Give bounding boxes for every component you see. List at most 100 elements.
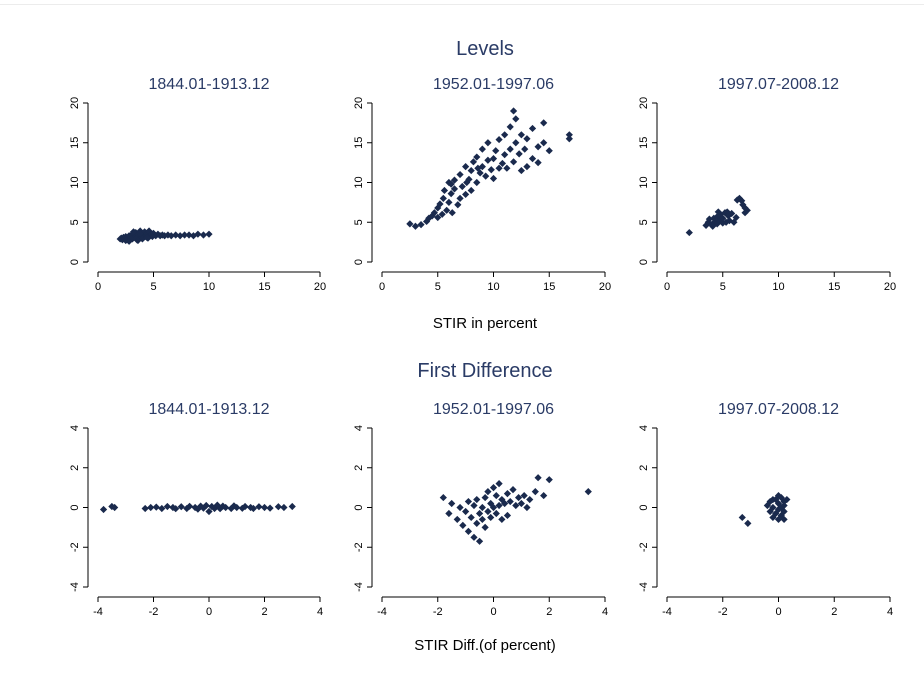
data-point — [475, 509, 484, 518]
data-point — [213, 501, 221, 509]
data-point — [456, 170, 464, 179]
data-point — [425, 214, 433, 222]
data-point — [565, 135, 573, 143]
data-point — [743, 206, 751, 214]
data-point — [459, 521, 467, 529]
data-point — [445, 509, 453, 518]
data-point — [528, 155, 537, 163]
data-point — [205, 230, 213, 238]
data-point — [417, 221, 425, 229]
y-tick-label: 5 — [353, 219, 365, 225]
data-point — [467, 186, 475, 195]
data-point — [484, 488, 492, 496]
data-point — [780, 501, 788, 510]
data-point — [503, 489, 512, 498]
data-point — [185, 502, 194, 510]
data-point — [517, 131, 525, 139]
data-point — [498, 495, 506, 504]
y-tick-label: 0 — [638, 504, 650, 510]
y-tick-label: 5 — [69, 219, 81, 225]
x-tick-label: 0 — [379, 281, 385, 293]
data-point — [503, 511, 512, 520]
y-tick-label: 4 — [638, 425, 650, 431]
data-point — [469, 158, 478, 166]
y-tick-label: 15 — [638, 137, 650, 149]
data-point — [744, 519, 752, 527]
y-tick-label: 5 — [638, 219, 650, 225]
data-point — [506, 497, 514, 506]
y-tick-label: -4 — [353, 582, 365, 592]
x-tick-label: -2 — [149, 606, 159, 618]
x-tick-label: 2 — [831, 606, 837, 618]
section-title-levels: Levels — [456, 38, 514, 60]
data-point — [495, 164, 503, 172]
data-point — [487, 499, 495, 508]
data-point — [464, 497, 473, 506]
data-point — [473, 495, 481, 504]
data-point — [176, 232, 184, 240]
panel-title: 1997.07-2008.12 — [718, 401, 839, 418]
data-point — [506, 123, 514, 131]
data-point — [515, 150, 523, 158]
data-point — [584, 488, 592, 496]
x-tick-label: 10 — [203, 281, 215, 293]
data-point — [439, 194, 447, 202]
data-point — [495, 480, 503, 488]
data-point — [685, 228, 693, 237]
data-point — [478, 503, 486, 512]
data-point — [489, 174, 498, 183]
data-point — [481, 493, 489, 502]
data-point — [523, 163, 531, 171]
y-tick-label: 20 — [638, 97, 650, 109]
data-point — [467, 166, 475, 175]
data-point — [534, 474, 542, 482]
data-point — [194, 505, 202, 513]
x-tick-label: -4 — [662, 606, 672, 618]
data-point — [423, 217, 431, 226]
data-point — [492, 509, 500, 518]
data-point — [509, 107, 518, 115]
data-point — [464, 527, 473, 535]
scatter-panel-4: 1844.01-1913.12 -4 -2 0 2 4 -4 -2 0 2 4 — [69, 401, 323, 618]
data-point — [545, 476, 553, 484]
data-point — [769, 503, 777, 512]
y-tick-label: 20 — [353, 97, 365, 109]
x-tick-label: 5 — [720, 281, 726, 293]
x-tick-label: 20 — [884, 281, 896, 293]
top-border — [0, 4, 924, 5]
data-point — [448, 209, 456, 217]
data-point — [465, 175, 473, 183]
data-point — [152, 503, 160, 511]
data-point — [448, 499, 456, 508]
scatter-panel-5: 1952.01-1997.06 -4 -2 0 2 4 -4 -2 0 2 4 — [353, 401, 608, 618]
data-point — [129, 228, 138, 236]
x-axis-label-levels: STIR in percent — [433, 315, 538, 332]
panel-title: 1952.01-1997.06 — [433, 76, 554, 93]
data-point — [722, 218, 730, 226]
data-point — [238, 504, 246, 512]
x-tick-label: 4 — [317, 606, 323, 618]
data-point — [487, 513, 495, 522]
data-point — [528, 124, 537, 133]
data-point — [445, 198, 453, 206]
data-point — [517, 166, 525, 175]
data-point — [208, 502, 216, 511]
data-point — [141, 504, 149, 513]
x-axis-label-first-difference: STIR Diff.(of percent) — [414, 637, 555, 654]
data-point — [222, 503, 230, 512]
panel-title: 1952.01-1997.06 — [433, 401, 554, 418]
data-point — [531, 488, 539, 496]
x-tick-label: 10 — [487, 281, 499, 293]
data-point — [111, 503, 119, 512]
data-point — [473, 153, 481, 161]
y-tick-label: 2 — [69, 465, 81, 471]
data-point — [492, 147, 500, 155]
y-tick-label: 2 — [353, 465, 365, 471]
data-point — [454, 201, 462, 209]
data-point — [501, 131, 509, 139]
data-point — [741, 204, 749, 212]
data-point — [249, 504, 257, 513]
data-point — [501, 499, 509, 508]
data-point — [766, 497, 774, 506]
